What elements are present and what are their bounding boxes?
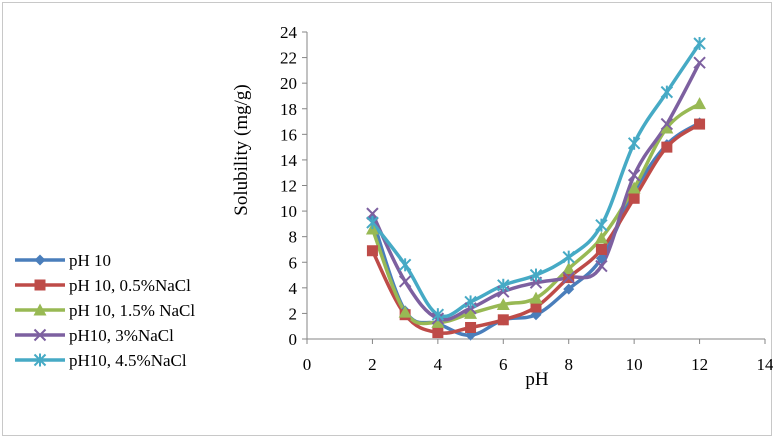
x-tick-label: 14 bbox=[757, 355, 774, 374]
x-tick-label: 6 bbox=[499, 355, 508, 374]
data-point-series-5 bbox=[627, 136, 641, 150]
x-tick-label: 4 bbox=[434, 355, 443, 374]
data-point-series-3 bbox=[431, 315, 445, 328]
data-point-series-3 bbox=[464, 306, 478, 319]
legend-marker-2 bbox=[34, 279, 46, 291]
data-point-series-1 bbox=[563, 283, 575, 295]
data-point-series-3 bbox=[627, 181, 641, 194]
data-point-series-4 bbox=[595, 259, 608, 273]
data-point-series-5 bbox=[529, 268, 543, 282]
x-tick-label: 2 bbox=[368, 355, 377, 374]
data-point-series-2 bbox=[432, 327, 444, 339]
x-tick-label: 10 bbox=[626, 355, 643, 374]
y-tick-label: 4 bbox=[289, 279, 298, 298]
data-point-series-2 bbox=[530, 301, 542, 313]
y-tick-label: 22 bbox=[280, 49, 297, 68]
series-markers bbox=[365, 37, 707, 341]
x-tick-label: 0 bbox=[303, 355, 312, 374]
data-point-series-3 bbox=[693, 97, 707, 110]
legend-label-5: pH10, 4.5%NaCl bbox=[69, 351, 187, 370]
data-point-series-2 bbox=[497, 314, 509, 326]
y-tick-label: 18 bbox=[280, 100, 297, 119]
y-tick-label: 24 bbox=[280, 23, 298, 42]
legend-label-1: pH 10 bbox=[69, 251, 111, 270]
y-tick-label: 12 bbox=[280, 177, 297, 196]
data-point-series-4 bbox=[366, 207, 379, 220]
data-point-series-1 bbox=[595, 252, 607, 264]
data-point-series-5 bbox=[693, 37, 706, 51]
data-point-series-5 bbox=[497, 278, 510, 292]
data-point-series-3 bbox=[496, 297, 510, 310]
legend-label-3: pH 10, 1.5% NaCl bbox=[69, 301, 195, 320]
data-point-series-2 bbox=[595, 243, 607, 255]
x-tick-label: 8 bbox=[564, 355, 573, 374]
data-point-series-2 bbox=[465, 321, 477, 333]
data-point-series-2 bbox=[661, 141, 673, 153]
y-tick-label: 20 bbox=[280, 74, 297, 93]
data-point-series-5 bbox=[595, 218, 608, 232]
legend-label-4: pH10, 3%NaCl bbox=[69, 326, 174, 345]
x-tick-label: 12 bbox=[691, 355, 708, 374]
data-point-series-3 bbox=[660, 121, 674, 134]
data-point-series-4 bbox=[562, 271, 575, 284]
y-tick-label: 2 bbox=[289, 304, 298, 323]
legend-marker-4 bbox=[33, 328, 47, 342]
data-point-series-2 bbox=[628, 192, 640, 204]
legend-marker-5 bbox=[33, 353, 47, 367]
data-point-series-5 bbox=[366, 216, 379, 230]
y-tick-label: 16 bbox=[280, 125, 297, 144]
data-point-series-4 bbox=[693, 56, 706, 69]
data-point-series-2 bbox=[694, 118, 706, 130]
data-point-series-3 bbox=[529, 291, 543, 304]
data-point-series-3 bbox=[398, 305, 412, 318]
legend-label-2: pH 10, 0.5%NaCl bbox=[69, 276, 191, 295]
data-point-series-3 bbox=[562, 262, 576, 275]
data-point-series-5 bbox=[562, 250, 575, 264]
series-lines bbox=[370, 42, 702, 337]
data-point-series-5 bbox=[660, 85, 674, 99]
y-tick-label: 14 bbox=[280, 151, 298, 170]
y-tick-label: 6 bbox=[289, 253, 298, 272]
data-point-series-2 bbox=[366, 245, 378, 257]
data-point-series-4 bbox=[398, 275, 412, 288]
x-axis-title: pH bbox=[525, 369, 549, 390]
y-axis-title: Solubility (mg/g) bbox=[231, 84, 252, 215]
legend: pH 10 pH 10, 0.5%NaCl pH 10, 1.5% NaCl pH10… bbox=[15, 251, 195, 370]
data-point-series-3 bbox=[594, 231, 608, 244]
data-point-series-5 bbox=[464, 295, 477, 309]
legend-marker-3 bbox=[33, 303, 47, 316]
y-tick-label: 10 bbox=[280, 202, 297, 221]
y-tick-label: 0 bbox=[289, 330, 298, 349]
legend-marker-1 bbox=[34, 254, 46, 266]
data-point-series-5 bbox=[398, 258, 412, 272]
data-point-series-4 bbox=[627, 169, 641, 182]
y-tick-label: 8 bbox=[289, 228, 298, 247]
data-point-series-5 bbox=[431, 308, 445, 322]
data-point-series-4 bbox=[660, 117, 674, 131]
